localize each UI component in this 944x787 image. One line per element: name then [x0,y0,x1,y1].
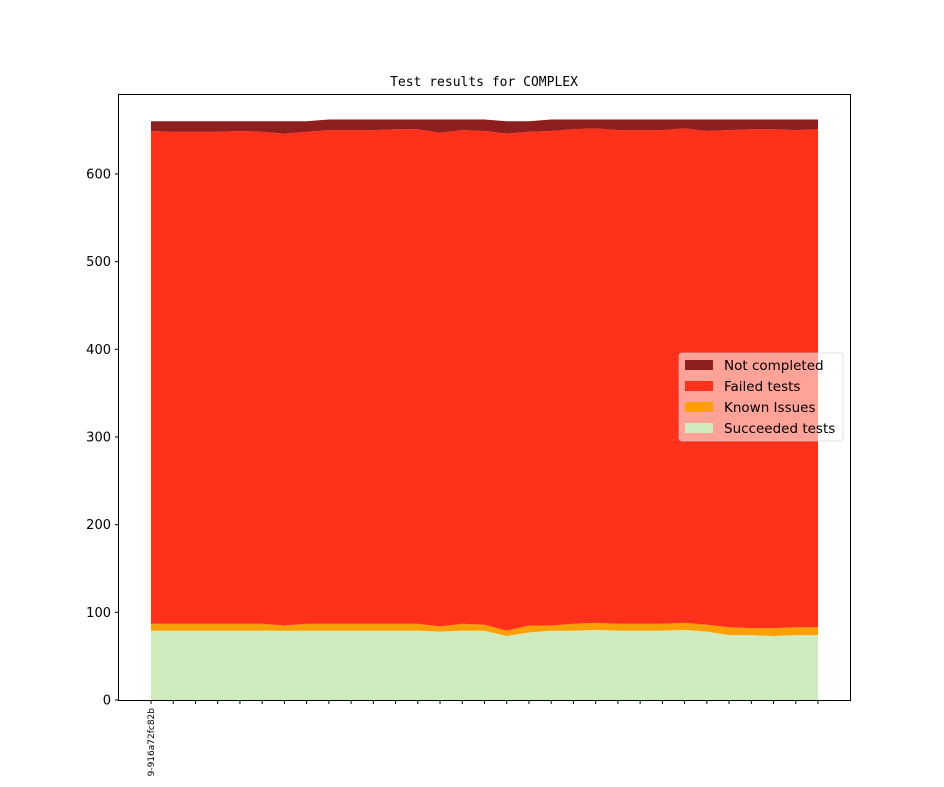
legend-label: Not completed [724,358,824,374]
y-tick-label: 0 [103,694,111,709]
legend-label: Failed tests [724,379,800,395]
area-failed-tests [151,128,818,631]
area-succeeded-tests [151,629,818,700]
y-tick-label: 500 [86,255,111,270]
legend-label: Succeeded tests [724,421,835,437]
x-tick-label: 9-916a72fc82b [147,708,157,777]
y-tick-label: 400 [86,343,111,358]
area-not-completed [151,119,818,134]
y-tick-label: 300 [86,430,111,445]
x-axis: 9-916a72fc82b [147,700,819,777]
chart-title: Test results for COMPLEX [390,75,578,90]
series-areas [151,119,818,700]
legend: Not completed Failed tests Known Issues Suc… [678,352,844,442]
legend-swatch [685,381,713,391]
y-tick-label: 100 [86,606,111,621]
legend-swatch [685,402,713,412]
legend-swatch [685,423,713,433]
y-axis: 0 100 200 300 400 500 600 [86,167,119,709]
legend-swatch [685,360,713,370]
legend-box [678,352,844,442]
y-tick-label: 200 [86,518,111,533]
y-tick-label: 600 [86,167,111,182]
area-known-issues [151,622,818,636]
legend-label: Known Issues [724,400,816,416]
